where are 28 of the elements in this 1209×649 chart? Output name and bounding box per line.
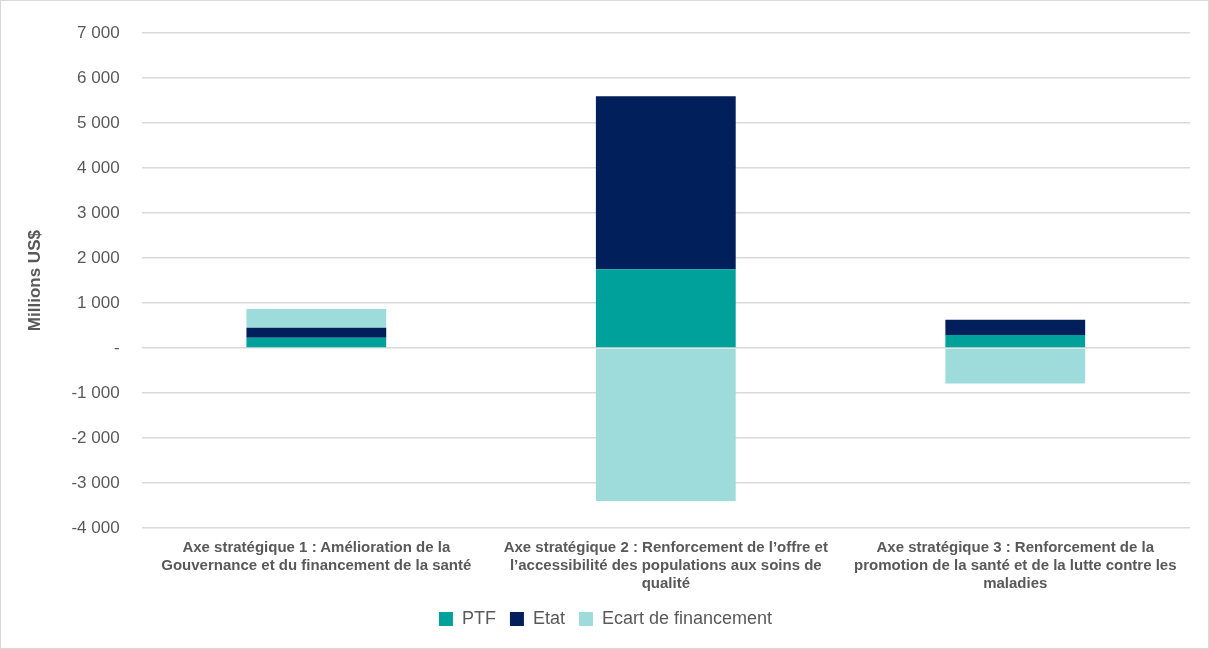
- y-tick-label: -3 000: [71, 472, 120, 492]
- y-tick-label: -: [113, 337, 120, 357]
- bar: [945, 348, 1086, 384]
- bar: [595, 269, 736, 348]
- x-tick-label: Axe stratégique 3 : Renforcement de la promotion de la santé et de la lutte contre les maladies: [853, 538, 1177, 592]
- bar: [246, 327, 387, 338]
- y-tick-label: 1 000: [77, 292, 120, 312]
- legend-label: PTF: [461, 607, 496, 628]
- bar: [246, 337, 387, 348]
- bar: [246, 308, 387, 328]
- y-tick-label: 3 000: [77, 202, 120, 222]
- bar: [945, 319, 1086, 336]
- y-tick-label: 2 000: [77, 247, 120, 267]
- x-tick-label: Axe stratégique 2 : Renforcement de l’offre et l’accessibilité des populations aux soins de qualité: [503, 538, 828, 592]
- y-axis-title: Millions US$: [24, 229, 44, 332]
- bar: [945, 335, 1086, 348]
- bar: [595, 96, 736, 270]
- y-tick-label: -1 000: [71, 382, 120, 402]
- y-tick-label: -4 000: [71, 517, 120, 537]
- bar: [595, 348, 736, 502]
- y-tick-label: 4 000: [77, 157, 120, 177]
- y-tick-label: -2 000: [71, 427, 120, 447]
- legend-label: Ecart de financement: [601, 607, 773, 628]
- y-tick-label: 5 000: [77, 112, 120, 132]
- x-tick-label: Axe stratégique 1 : Amélioration de la Gouvernance et du financement de la santé: [161, 538, 472, 574]
- legend-label: Etat: [532, 607, 565, 628]
- y-tick-label: 6 000: [77, 67, 120, 87]
- y-tick-label: 7 000: [77, 22, 120, 42]
